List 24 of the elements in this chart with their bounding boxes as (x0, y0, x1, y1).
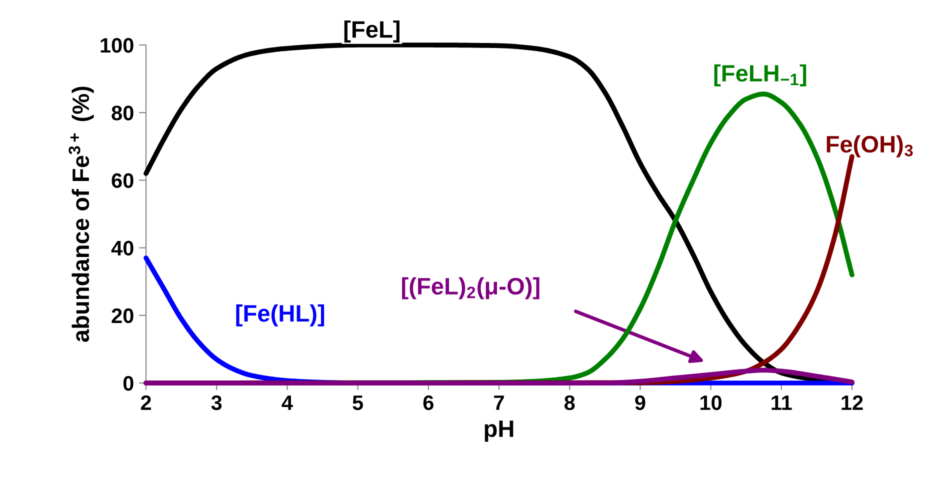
x-tick-label: 7 (494, 396, 504, 410)
y-tick-label: 80 (112, 106, 134, 120)
y-axis-title: abundance of Fe$^{3+}$ (%) (68, 86, 94, 342)
y-tick-label: 40 (111, 240, 134, 256)
x-tick-label: 4 (282, 396, 293, 410)
y-tick-label: 0 (123, 376, 134, 391)
text: [(FeL)$_{2}$(μ-O)] (402, 277, 540, 300)
x-tick-label: 10 (700, 395, 722, 410)
x-tick-label: 9 (635, 395, 646, 410)
series-label: Fe(OH)$_{3}$ (826, 135, 913, 158)
series-label: [Fe(HL)] (236, 304, 324, 326)
x-tick-label: 3 (211, 395, 222, 410)
series-label: [FeL] (344, 20, 400, 42)
x-tick-label: 12 (842, 395, 863, 410)
y-tick-label: 20 (112, 308, 134, 324)
x-tick-label: 8 (564, 395, 575, 410)
x-axis-title: pH (484, 420, 514, 442)
y-tick-label: 100 (100, 38, 134, 53)
x-tick-label: 11 (772, 396, 792, 410)
y-tick-label: 60 (112, 173, 134, 188)
series-label: [FeLH$_{−1}$] (714, 64, 806, 86)
x-tick-label: 2 (140, 395, 151, 410)
x-tick-label: 6 (423, 395, 434, 410)
x-tick-label: 5 (352, 396, 364, 410)
